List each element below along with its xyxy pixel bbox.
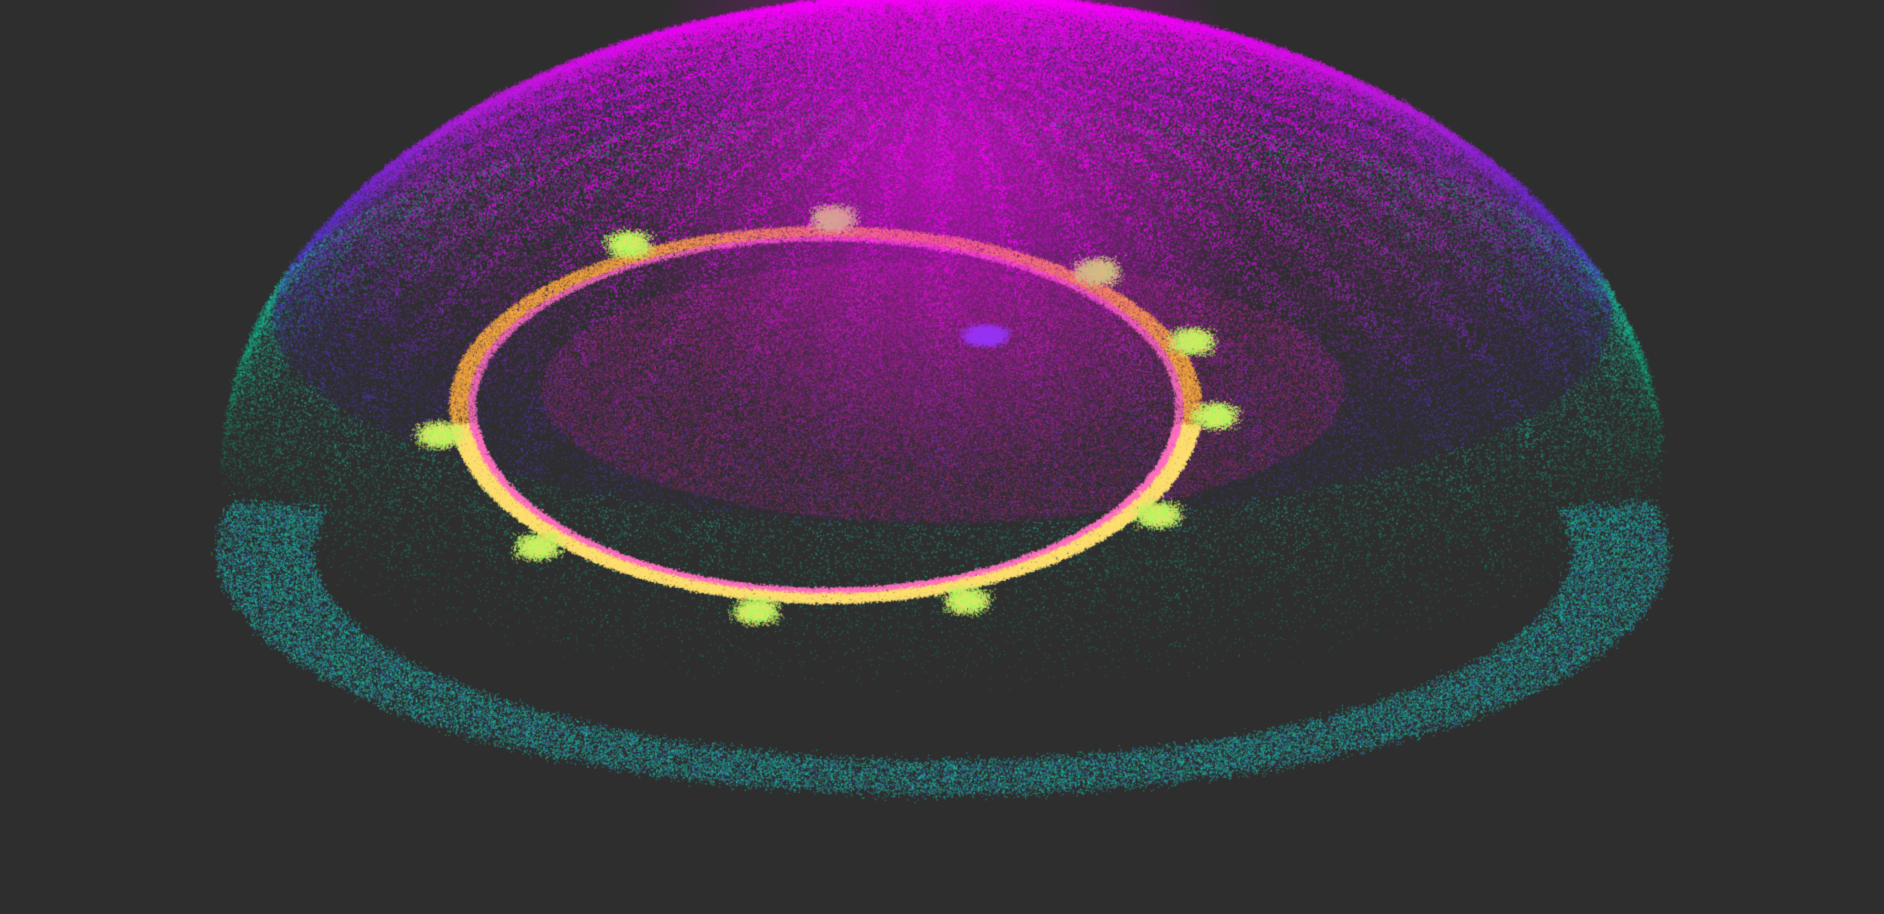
point-cloud-dome-render[interactable] bbox=[0, 0, 1884, 914]
point-cloud-viewport[interactable] bbox=[0, 0, 1884, 914]
